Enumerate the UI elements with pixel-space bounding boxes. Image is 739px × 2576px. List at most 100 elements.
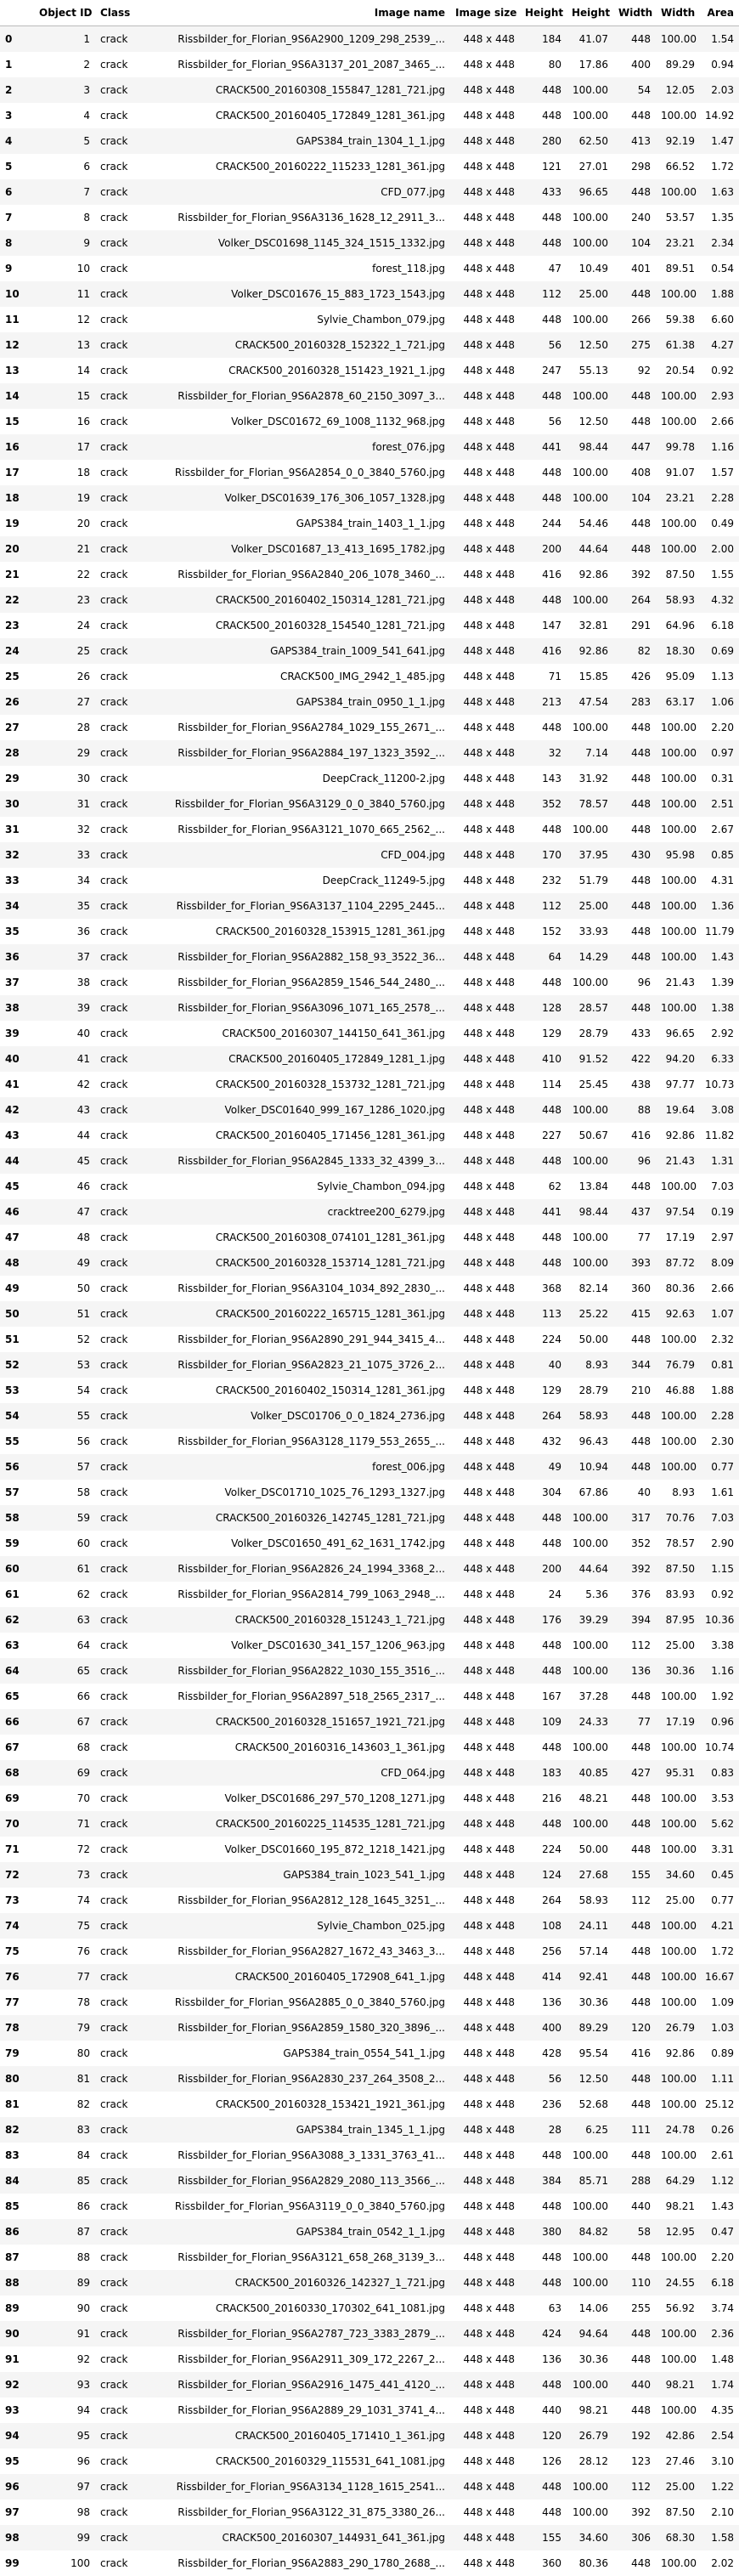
- image-size-header[interactable]: Image size: [450, 0, 520, 26]
- height-pct-header[interactable]: Height: [567, 0, 613, 26]
- height-px-header[interactable]: Height: [520, 0, 567, 26]
- width-pct-header[interactable]: Width: [656, 0, 700, 26]
- image-name-header[interactable]: Image name: [138, 0, 450, 26]
- object-id-header[interactable]: Object ID: [34, 0, 95, 26]
- area-header[interactable]: Area: [700, 0, 739, 26]
